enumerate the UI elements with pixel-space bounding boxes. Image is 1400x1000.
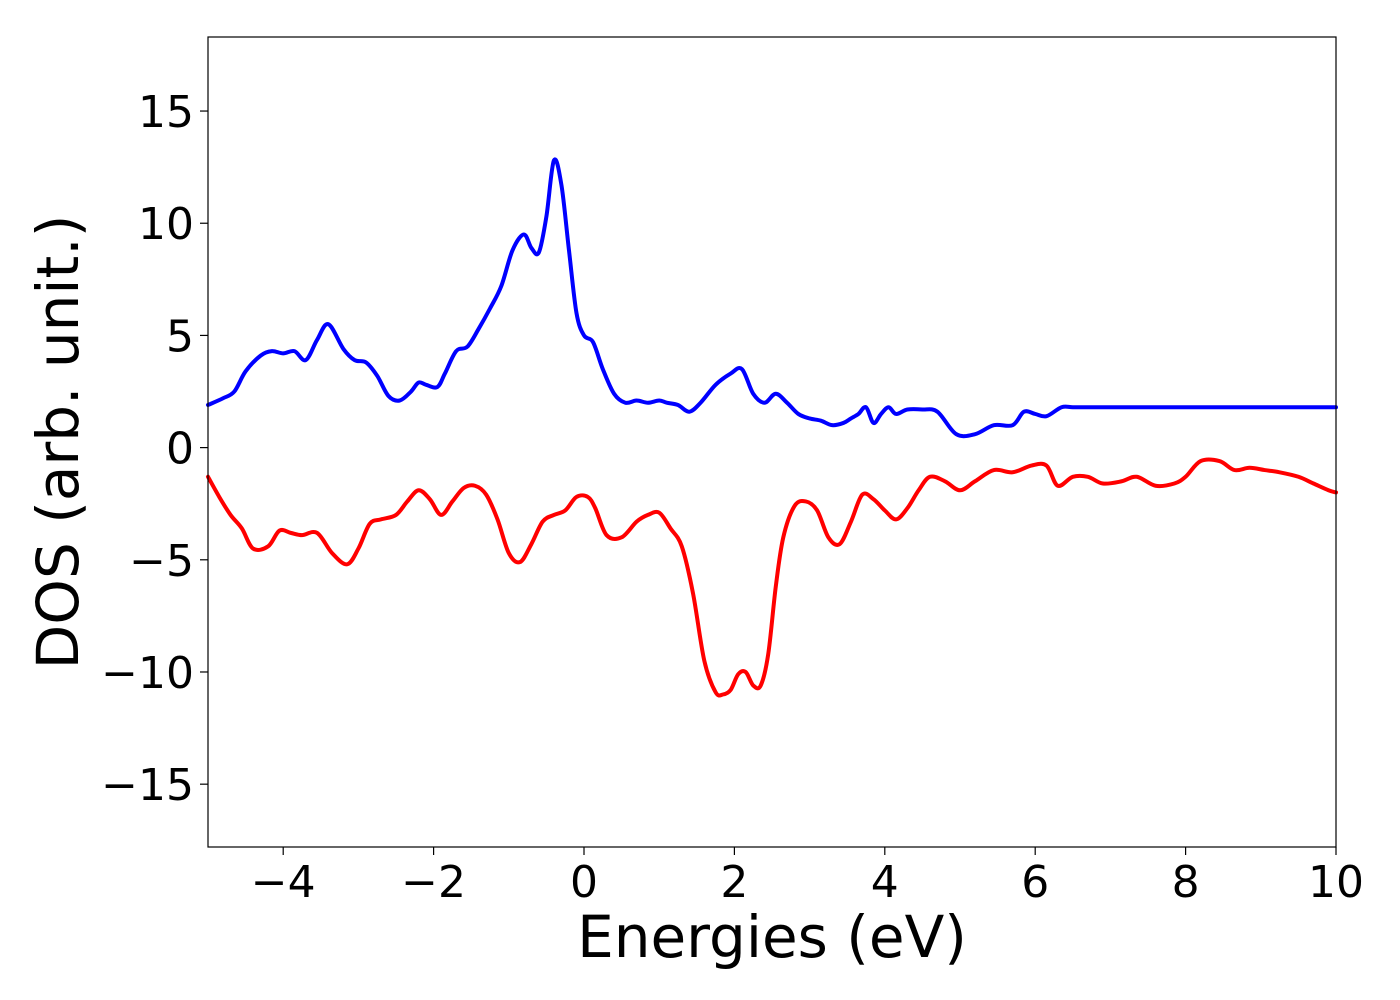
y-tick-label: −10	[101, 648, 194, 699]
plot-frame	[207, 36, 1337, 848]
y-axis: −15 −10 −5 0 5 10 15	[101, 87, 208, 811]
y-tick-label: −15	[101, 760, 194, 811]
x-axis: −4 −2 0 2 4 6 8 10	[251, 847, 1364, 908]
series-layer	[206, 157, 1338, 698]
x-tick-label: 8	[1172, 857, 1200, 908]
series-line-1	[206, 157, 1338, 439]
x-tick-label: 4	[871, 857, 899, 908]
y-tick-label: 5	[166, 311, 194, 362]
y-tick-label: −5	[129, 536, 194, 587]
y-tick-label: 0	[166, 424, 194, 475]
y-tick-label: 10	[138, 199, 194, 250]
y-tick-label: 15	[138, 87, 194, 138]
x-tick-label: −4	[251, 857, 316, 908]
series-line-2	[206, 457, 1338, 698]
x-tick-label: −2	[401, 857, 466, 908]
x-tick-label: 10	[1308, 857, 1364, 908]
x-axis-label: Energies (eV)	[577, 903, 967, 971]
x-tick-label: 6	[1021, 857, 1049, 908]
y-axis-label: DOS (arb. unit.)	[24, 215, 92, 670]
x-tick-label: 0	[570, 857, 598, 908]
x-tick-label: 2	[720, 857, 748, 908]
